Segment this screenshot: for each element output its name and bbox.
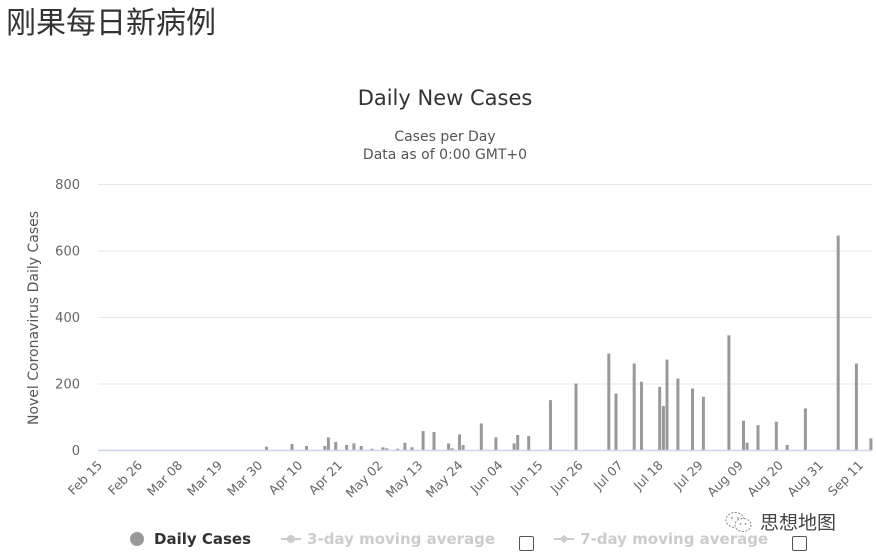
chart-subtitle-line2: Data as of 0:00 GMT+0 bbox=[362, 147, 528, 163]
bar[interactable] bbox=[385, 448, 389, 450]
bar[interactable] bbox=[665, 359, 669, 450]
bar[interactable] bbox=[352, 443, 356, 450]
bar[interactable] bbox=[745, 442, 749, 450]
bar[interactable] bbox=[691, 388, 694, 451]
bar[interactable] bbox=[421, 431, 425, 450]
bar[interactable] bbox=[323, 446, 327, 450]
bar[interactable] bbox=[334, 442, 338, 450]
legend-checkbox-3day[interactable] bbox=[519, 535, 535, 551]
bar[interactable] bbox=[836, 235, 840, 451]
bar[interactable] bbox=[305, 446, 308, 450]
bar[interactable] bbox=[458, 434, 461, 450]
bar[interactable] bbox=[549, 400, 552, 450]
y-tick-label: 0 bbox=[72, 444, 80, 459]
y-tick-label: 400 bbox=[55, 311, 80, 326]
x-tick-label: Sep 11 bbox=[825, 458, 866, 499]
legend-label: 3-day moving average bbox=[307, 530, 496, 548]
legend-item-daily-cases[interactable]: Daily Cases bbox=[130, 530, 251, 548]
y-axis-ticks: 0 200 400 600 800 bbox=[55, 178, 80, 459]
bar[interactable] bbox=[290, 444, 294, 450]
bar[interactable] bbox=[607, 353, 611, 450]
x-tick-label: May 13 bbox=[383, 458, 426, 501]
wechat-icon bbox=[725, 511, 752, 532]
bar[interactable] bbox=[640, 381, 643, 450]
watermark: 思想地图 bbox=[724, 508, 836, 535]
y-tick-label: 200 bbox=[55, 378, 80, 393]
bar[interactable] bbox=[512, 443, 516, 450]
circle-marker-icon bbox=[130, 532, 144, 546]
bar[interactable] bbox=[742, 420, 745, 450]
x-tick-label: Feb 26 bbox=[105, 457, 145, 497]
grid-lines bbox=[98, 184, 872, 385]
bar[interactable] bbox=[727, 335, 731, 450]
x-tick-label: Apr 21 bbox=[305, 458, 345, 498]
y-axis-label: Novel Coronavirus Daily Cases bbox=[26, 211, 42, 425]
legend-item-3day-average[interactable]: 3-day moving average bbox=[275, 530, 495, 548]
chart-title: Daily New Cases bbox=[357, 86, 533, 110]
bar[interactable] bbox=[676, 378, 680, 451]
bar[interactable] bbox=[359, 446, 363, 450]
x-tick-label: Jul 18 bbox=[630, 457, 666, 493]
chart-subtitle-line1: Cases per Day bbox=[394, 129, 496, 145]
x-tick-label: Apr 10 bbox=[265, 457, 305, 497]
legend-checkbox-7day[interactable] bbox=[792, 535, 808, 551]
x-tick-label: Feb 15 bbox=[65, 458, 105, 498]
legend-label: Daily Cases bbox=[154, 530, 252, 548]
x-tick-label: Mar 19 bbox=[184, 457, 225, 498]
bar[interactable] bbox=[450, 448, 454, 450]
bar[interactable] bbox=[447, 443, 451, 450]
x-tick-label: Aug 31 bbox=[784, 458, 826, 500]
x-tick-label: Jun 04 bbox=[466, 457, 505, 496]
bar-series-daily-cases[interactable] bbox=[265, 235, 873, 451]
bar[interactable] bbox=[326, 437, 330, 450]
bar[interactable] bbox=[869, 438, 873, 450]
legend-item-7day-average[interactable]: 7-day moving average bbox=[548, 530, 768, 548]
chart-subtitle: Cases per Day Data as of 0:00 GMT+0 bbox=[0, 128, 876, 164]
page-heading: 刚果每日新病例 bbox=[6, 6, 216, 41]
line-diamond-marker-icon bbox=[554, 534, 575, 544]
y-tick-label: 600 bbox=[55, 245, 80, 260]
bar[interactable] bbox=[854, 363, 858, 450]
y-tick-label: 800 bbox=[55, 178, 80, 193]
bar[interactable] bbox=[803, 408, 807, 450]
x-tick-label: Mar 30 bbox=[224, 457, 265, 498]
bar[interactable] bbox=[403, 442, 407, 450]
bar[interactable] bbox=[516, 435, 520, 450]
x-tick-label: Jun 15 bbox=[507, 458, 546, 497]
legend: Daily Cases 3-day moving average 7-day m… bbox=[130, 528, 808, 551]
bar[interactable] bbox=[658, 386, 662, 450]
bar[interactable] bbox=[381, 447, 385, 450]
bar[interactable] bbox=[396, 448, 400, 450]
bar[interactable] bbox=[410, 447, 414, 450]
bar[interactable] bbox=[774, 421, 778, 450]
watermark-text: 思想地图 bbox=[760, 512, 837, 534]
bar[interactable] bbox=[614, 393, 618, 451]
bar[interactable] bbox=[370, 448, 374, 450]
bar[interactable] bbox=[661, 406, 665, 450]
x-tick-label: Jul 29 bbox=[670, 457, 706, 493]
x-tick-label: Jul 07 bbox=[590, 458, 626, 494]
bar[interactable] bbox=[632, 363, 636, 450]
bar[interactable] bbox=[265, 446, 268, 450]
bar[interactable] bbox=[479, 423, 483, 450]
bar[interactable] bbox=[345, 445, 349, 450]
x-tick-label: May 02 bbox=[343, 458, 386, 501]
x-tick-label: Jun 26 bbox=[547, 457, 586, 496]
x-tick-label: Aug 20 bbox=[744, 457, 786, 499]
x-tick-label: Aug 09 bbox=[704, 457, 746, 499]
bar[interactable] bbox=[701, 396, 705, 450]
bar[interactable] bbox=[527, 436, 531, 450]
bar[interactable] bbox=[494, 437, 498, 450]
bar[interactable] bbox=[574, 383, 578, 451]
bar[interactable] bbox=[756, 425, 760, 450]
bar[interactable] bbox=[432, 432, 436, 450]
x-tick-label: Mar 08 bbox=[144, 457, 185, 498]
legend-label: 7-day moving average bbox=[580, 530, 769, 548]
x-tick-label: May 24 bbox=[423, 457, 466, 500]
bar[interactable] bbox=[461, 445, 465, 450]
line-circle-marker-icon bbox=[281, 534, 302, 544]
bar[interactable] bbox=[785, 445, 789, 450]
